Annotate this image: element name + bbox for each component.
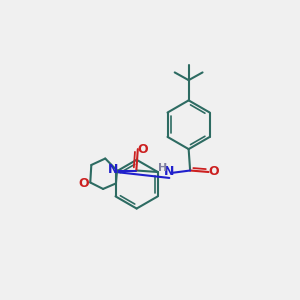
Text: O: O <box>138 142 148 156</box>
Text: O: O <box>78 178 89 190</box>
Text: H: H <box>158 163 167 173</box>
Text: O: O <box>208 165 219 178</box>
Text: N: N <box>164 166 175 178</box>
Text: N: N <box>108 164 118 176</box>
